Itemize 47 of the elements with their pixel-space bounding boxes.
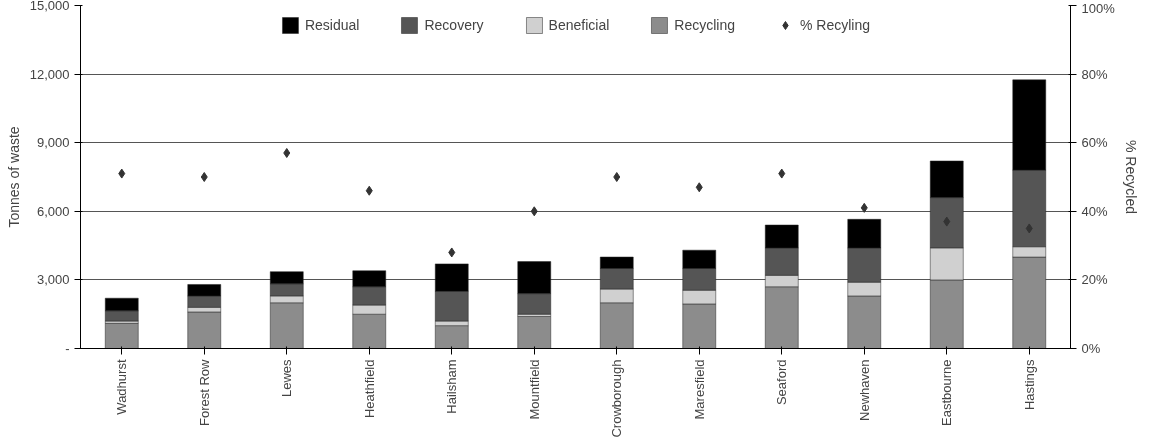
x-tick-label: Hastings (1021, 359, 1037, 411)
y2-axis-title: % Recycled (1122, 140, 1139, 214)
legend-label: % Recyling (800, 17, 871, 33)
bar (187, 311, 221, 349)
y2-tick-label: 100% (1081, 0, 1116, 16)
x-tick-label: Forest Row (196, 358, 212, 426)
y2-tick-label: 0% (1081, 341, 1101, 356)
point (365, 185, 373, 196)
x-tick-label: Lewes (279, 359, 295, 398)
x-tick-label: Eastbourne (939, 359, 955, 426)
x-tick-label: Crowborough (609, 359, 625, 438)
y-tick-label: 3,000 (36, 272, 70, 288)
y-tick-label: - (65, 341, 70, 356)
point (448, 247, 456, 258)
legend-label: Recovery (424, 17, 484, 33)
x-tick-label: Wadhurst (114, 359, 130, 415)
y2-tick-label: 60% (1081, 135, 1108, 151)
y2-tick-label: 20% (1081, 272, 1108, 288)
bar (435, 325, 469, 349)
x-tick-label: Mountfield (526, 359, 542, 420)
bar (517, 316, 551, 349)
point (613, 172, 621, 182)
point (200, 172, 208, 182)
x-tick-label: Maresfield (691, 359, 707, 420)
point (118, 168, 126, 179)
y-axis-title: Tonnes of waste (5, 126, 22, 228)
legend-label: Beneficial (548, 17, 610, 33)
bar (105, 323, 139, 349)
y2-tick-label: 40% (1081, 203, 1108, 219)
y-tick-label: 6,000 (36, 203, 70, 219)
point (695, 182, 703, 193)
y-tick-label: 15,000 (29, 0, 70, 13)
x-tick-label: Seaford (774, 359, 790, 406)
x-tick-label: Hailsham (444, 359, 460, 414)
y-tick-label: 12,000 (29, 66, 70, 82)
point (860, 202, 868, 213)
point (1025, 223, 1033, 234)
point (283, 147, 291, 158)
y-tick-label: 9,000 (36, 135, 70, 151)
point (943, 216, 951, 227)
legend-label: Residual (304, 17, 360, 33)
point (530, 206, 538, 217)
legend-label: Recycling (674, 17, 735, 33)
point (778, 168, 786, 179)
x-tick-label: Heathfield (361, 359, 377, 419)
y2-tick-label: 80% (1081, 66, 1108, 82)
x-tick-label: Newhaven (856, 359, 872, 421)
